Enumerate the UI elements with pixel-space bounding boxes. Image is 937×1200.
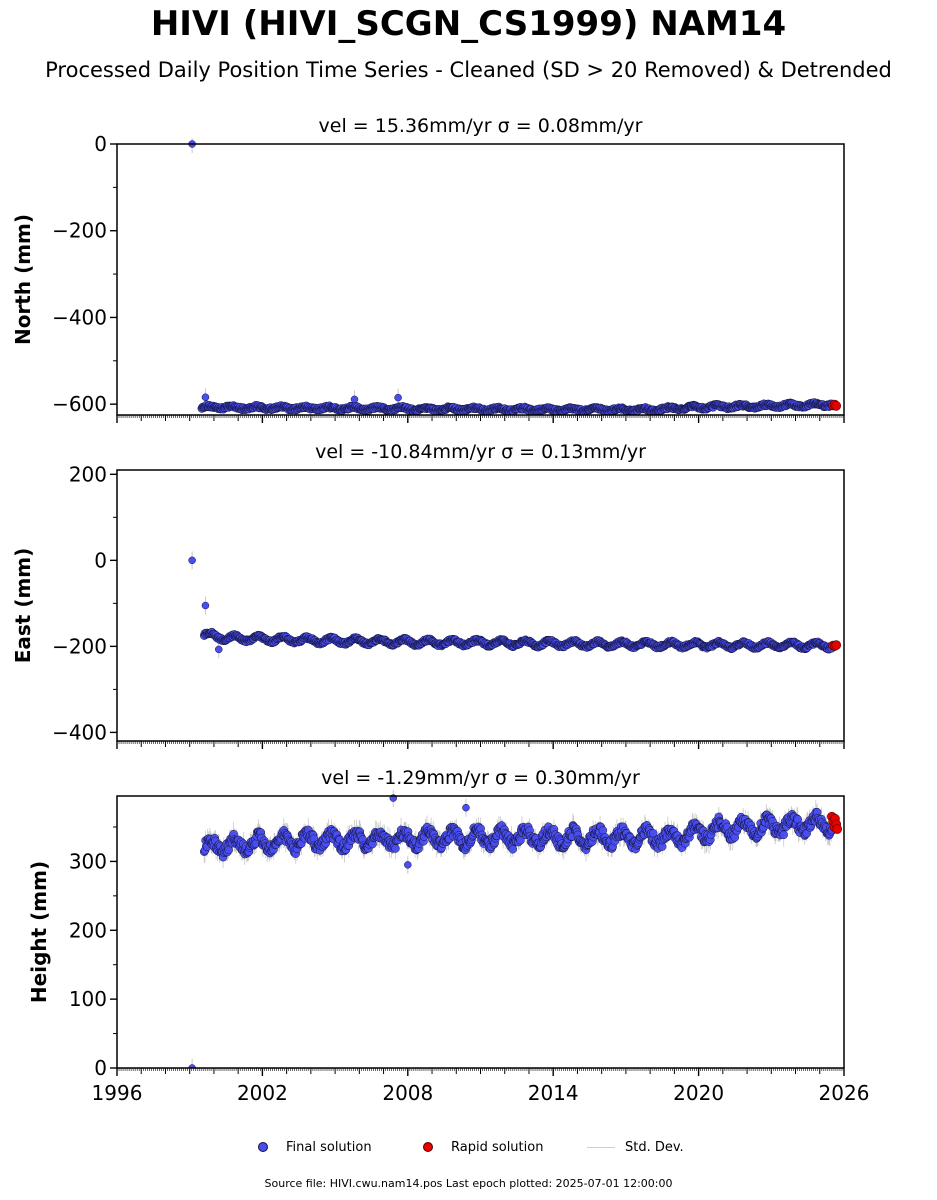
std-dev-line-icon [587, 1146, 615, 1148]
y-tick-label-east: 0 [94, 548, 107, 572]
y-tick-label-north: −600 [52, 392, 107, 416]
outlier-point-north [350, 395, 359, 404]
x-tick-label: 1996 [92, 1081, 143, 1105]
x-tick-label: 2014 [528, 1081, 579, 1105]
legend-rapid: Rapid solution [423, 1137, 543, 1157]
outlier-point-east [188, 556, 196, 565]
panel-title-height: vel = -1.29mm/yr σ = 0.30mm/yr [321, 767, 640, 789]
legend-final-label: Final solution [286, 1139, 372, 1155]
y-tick-label-north: −200 [52, 219, 107, 243]
final-solution-marker-icon [258, 1142, 268, 1152]
outlier-point-height [188, 1064, 196, 1068]
series-north [188, 138, 842, 415]
x-tick-label: 2008 [382, 1081, 433, 1105]
y-axis-label-east: East (mm) [11, 548, 35, 664]
y-tick-label-height: 200 [69, 918, 107, 942]
outlier-point-north [201, 393, 210, 401]
legend: Final solution Rapid solution Std. Dev. [0, 1137, 937, 1157]
rapid-point-height [832, 824, 843, 834]
x-tick-label: 2002 [237, 1081, 288, 1105]
outlier-point-north [394, 393, 402, 402]
panel-title-north: vel = 15.36mm/yr σ = 0.08mm/yr [319, 115, 643, 137]
y-tick-label-height: 0 [94, 1056, 107, 1080]
panel-east: vel = -10.84mm/yr σ = 0.13mm/yr East (mm)… [11, 441, 845, 749]
y-axis-label-height: Height (mm) [27, 861, 51, 1003]
y-tick-label-north: 0 [94, 132, 107, 156]
source-footer: Source file: HIVI.cwu.nam14.pos Last epo… [264, 1177, 673, 1190]
rapid-solution-marker-icon [423, 1142, 433, 1152]
rapid-point-east [831, 640, 842, 650]
legend-std-label: Std. Dev. [625, 1139, 684, 1155]
outlier-point-east [201, 601, 210, 610]
final-point-height [779, 830, 788, 840]
y-axis-label-north: North (mm) [11, 214, 35, 345]
outlier-point-height [462, 803, 470, 812]
legend-rapid-label: Rapid solution [451, 1139, 544, 1155]
legend-final: Final solution [258, 1137, 372, 1157]
axes-frame-north [116, 143, 845, 416]
chart-subtitle: Processed Daily Position Time Series - C… [45, 58, 892, 82]
outlier-point-east [215, 645, 223, 654]
y-tick-label-height: 100 [69, 987, 107, 1011]
y-tick-label-east: −200 [52, 634, 107, 658]
final-point-height [648, 829, 658, 838]
y-tick-label-east: −400 [52, 720, 107, 744]
panel-title-east: vel = -10.84mm/yr σ = 0.13mm/yr [315, 441, 646, 463]
y-tick-label-height: 300 [69, 849, 107, 873]
axes-frame-east [116, 469, 845, 742]
final-point-height [391, 844, 400, 853]
x-tick-label: 2020 [673, 1081, 724, 1105]
x-tick-label: 2026 [819, 1081, 870, 1105]
series-east [188, 551, 842, 659]
outlier-point-height [404, 861, 412, 869]
rapid-point-north [831, 401, 842, 411]
panel-north: vel = 15.36mm/yr σ = 0.08mm/yr North (mm)… [11, 115, 845, 423]
final-point-height [508, 844, 518, 854]
series-height [188, 790, 843, 1068]
y-tick-label-north: −400 [52, 305, 107, 329]
legend-std: Std. Dev. [587, 1137, 684, 1157]
chart-title: HIVI (HIVI_SCGN_CS1999) NAM14 [150, 4, 787, 44]
y-tick-label-east: 200 [69, 462, 107, 486]
panel-height: vel = -1.29mm/yr σ = 0.30mm/yr Height (mm… [27, 767, 869, 1105]
